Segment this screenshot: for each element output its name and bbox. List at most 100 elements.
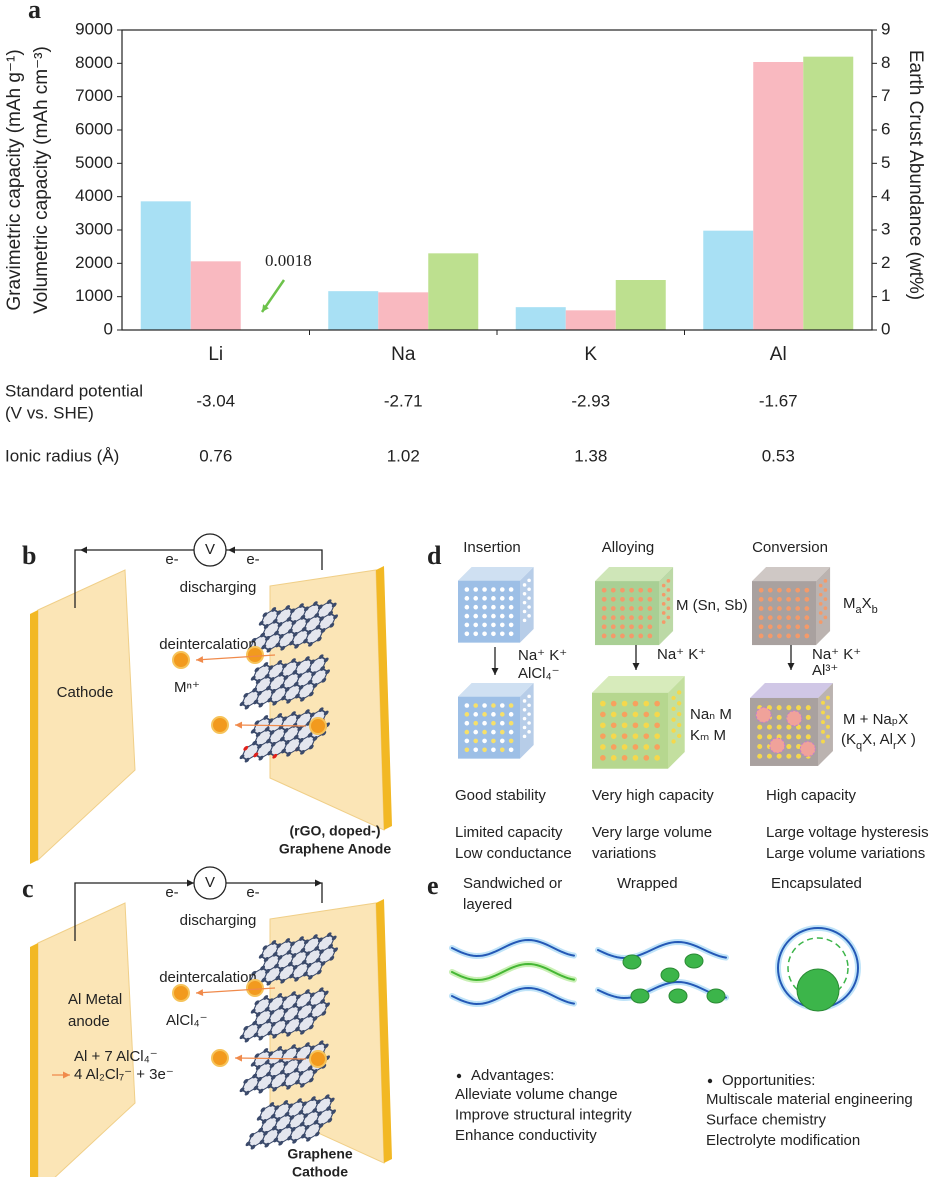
lattice-site xyxy=(482,596,487,601)
y2-tick-label: 1 xyxy=(881,286,890,305)
particle xyxy=(755,706,772,723)
lattice-site xyxy=(482,587,487,592)
lattice-site xyxy=(795,606,801,611)
lattice-site xyxy=(823,597,828,601)
atom xyxy=(276,610,282,616)
atom xyxy=(296,714,301,720)
atom xyxy=(263,1048,269,1053)
atom xyxy=(272,1086,278,1092)
bar xyxy=(428,253,479,330)
lattice-site xyxy=(661,620,666,624)
electrode-edge xyxy=(30,610,38,864)
lattice-site xyxy=(818,583,823,588)
lattice-site xyxy=(621,700,628,707)
lattice-site xyxy=(643,722,650,729)
atom xyxy=(258,1127,263,1133)
material-label: Naₙ M xyxy=(690,706,732,723)
x-tick-label: Al xyxy=(770,344,787,365)
atom xyxy=(303,638,308,644)
atom xyxy=(325,669,330,675)
atom xyxy=(291,953,297,958)
lattice-site xyxy=(804,596,810,602)
lattice-site xyxy=(818,592,823,597)
lattice-site xyxy=(776,734,782,740)
atom xyxy=(312,736,318,741)
lattice-site xyxy=(766,705,772,711)
atom xyxy=(307,679,313,685)
lattice-site xyxy=(464,729,470,735)
lattice-site xyxy=(601,606,607,611)
atom xyxy=(331,602,337,608)
atom xyxy=(308,744,314,750)
layer xyxy=(597,980,727,999)
atom xyxy=(324,1094,330,1100)
particle xyxy=(786,710,803,727)
lattice-site xyxy=(491,703,496,708)
lattice-site xyxy=(620,606,625,611)
y-tick-label: 0 xyxy=(104,319,113,338)
voltmeter xyxy=(193,533,227,567)
lattice-site xyxy=(601,615,607,621)
merit: Good stability xyxy=(455,787,546,804)
lattice-site xyxy=(632,755,639,761)
atom xyxy=(268,665,274,671)
lattice-site xyxy=(499,720,505,726)
lattice-site xyxy=(647,596,653,602)
lattice-site xyxy=(638,633,644,639)
atom xyxy=(279,683,285,689)
lattice-site xyxy=(527,614,531,618)
lattice-site xyxy=(758,587,764,593)
graphene-sheet xyxy=(247,599,338,655)
lattice-site xyxy=(491,604,496,610)
atom xyxy=(333,947,338,953)
graphene-sheet xyxy=(239,987,330,1043)
atom xyxy=(293,681,299,687)
lattice-site xyxy=(499,587,505,592)
ion-label: AlCl₄⁻ xyxy=(166,1012,208,1029)
lattice-site xyxy=(601,633,607,639)
atom xyxy=(250,1008,256,1014)
bar xyxy=(615,280,666,330)
x-tick-label: Na xyxy=(391,344,416,365)
atom xyxy=(305,951,311,957)
atom xyxy=(284,1020,290,1025)
lattice-site xyxy=(632,744,639,750)
lattice-site xyxy=(654,744,660,750)
atom xyxy=(307,732,313,738)
electron-label: e- xyxy=(246,551,259,568)
lattice-site xyxy=(666,579,671,583)
atom xyxy=(304,606,309,612)
lattice-site xyxy=(823,579,828,583)
drawback: Very large volume xyxy=(592,824,712,841)
y2-tick-label: 5 xyxy=(881,153,890,172)
lattice-site xyxy=(610,711,617,718)
atom xyxy=(263,957,269,962)
list-item: Multiscale material engineering xyxy=(706,1091,913,1108)
atom xyxy=(315,1099,321,1105)
atom xyxy=(328,944,333,949)
process-label: deintercalation xyxy=(159,636,257,653)
atom xyxy=(289,640,295,646)
arrow-head xyxy=(196,989,204,997)
atom xyxy=(283,675,289,680)
atom xyxy=(317,937,323,943)
atom xyxy=(239,754,245,760)
y2-tick-label: 4 xyxy=(881,186,890,205)
reaction: Al + 7 AlCl₄⁻ xyxy=(74,1048,158,1065)
atom xyxy=(254,1053,260,1059)
row-label: Standard potential xyxy=(5,381,143,400)
atom xyxy=(266,980,272,986)
bar xyxy=(378,292,429,330)
lattice-site xyxy=(620,615,625,621)
arrow-head xyxy=(196,656,204,664)
lattice-site xyxy=(777,587,782,593)
lattice-site xyxy=(508,613,514,619)
atom xyxy=(253,1032,259,1038)
atom xyxy=(265,738,271,744)
atom xyxy=(271,1125,277,1131)
y-tick-label: 6000 xyxy=(75,119,113,138)
atom xyxy=(290,1127,296,1132)
atom xyxy=(312,1016,318,1021)
lattice-site xyxy=(610,587,616,593)
atom xyxy=(262,945,268,951)
